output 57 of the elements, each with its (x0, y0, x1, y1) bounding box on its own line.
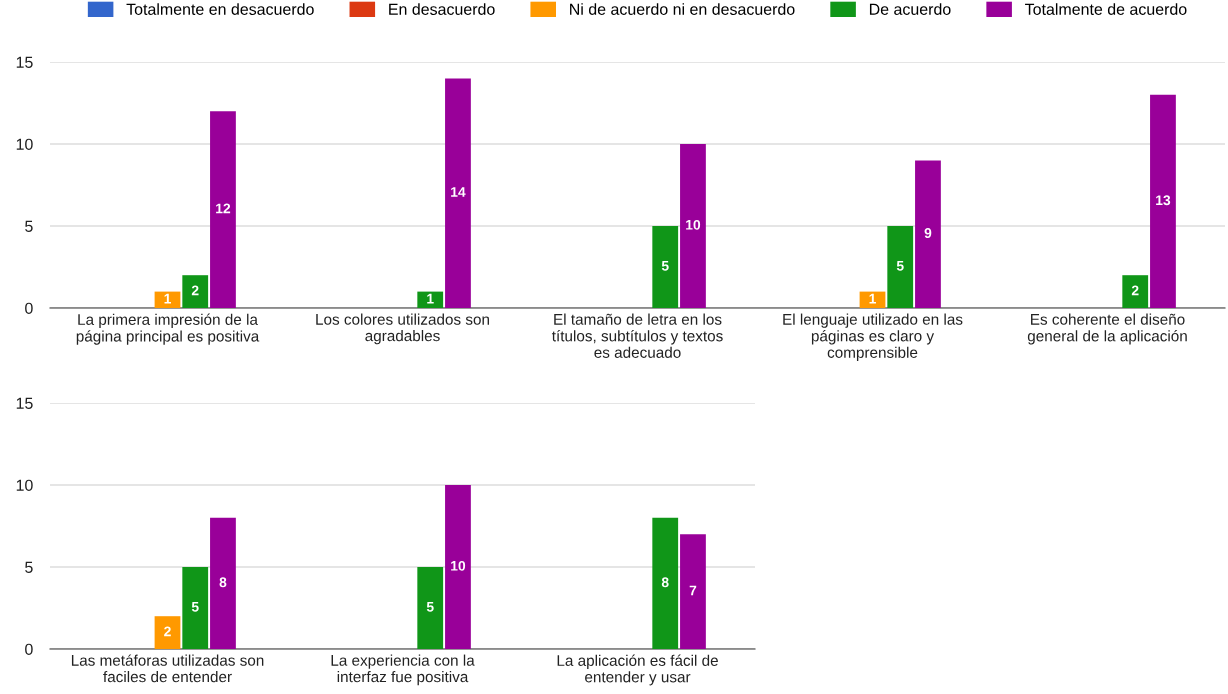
bar (417, 291, 444, 308)
data-label: 8 (219, 577, 227, 588)
data-label: 8 (661, 577, 669, 588)
legend-label: Ni de acuerdo ni en desacuerdo (570, 3, 795, 15)
x-tick-label: La aplicación es fácil de entender y usar (557, 654, 718, 686)
bar (887, 226, 914, 308)
y-tick-label: 10 (16, 479, 33, 491)
legend-label: Totalmente de acuerdo (1025, 3, 1187, 15)
x-tick-label: Es coherente el diseño general de la aplicación (1027, 313, 1187, 345)
bar (182, 567, 209, 649)
legend-label: De acuerdo (869, 3, 951, 15)
bar (915, 160, 941, 308)
data-label: 1 (869, 293, 876, 304)
y-tick-label: 5 (25, 220, 33, 232)
x-tick-label: Los colores utilizados son agradables (316, 313, 489, 345)
x-tick-label: El lenguaje utilizado en las páginas es claro y comprensible (783, 313, 963, 361)
bar (680, 534, 706, 649)
y-tick-label: 15 (16, 397, 33, 409)
legend-label: Totalmente en desacuerdo (126, 3, 314, 15)
y-tick-label: 15 (16, 56, 33, 68)
data-label: 5 (426, 602, 434, 612)
y-tick-label: 5 (25, 561, 33, 573)
data-label: 13 (1156, 195, 1171, 206)
data-label: 5 (191, 602, 199, 612)
y-tick-label: 0 (25, 643, 33, 655)
data-label: 5 (661, 261, 669, 271)
bar (652, 517, 679, 649)
data-label: 2 (164, 626, 171, 637)
bar (154, 616, 181, 649)
data-label: 7 (689, 585, 697, 596)
bar (680, 144, 706, 308)
bar (182, 275, 209, 308)
data-label: 9 (924, 228, 932, 238)
data-label: 1 (164, 293, 171, 304)
bar (1122, 275, 1149, 308)
data-label: 2 (1131, 285, 1139, 296)
bar (210, 111, 236, 308)
data-label: 1 (427, 293, 434, 304)
bar (445, 485, 471, 649)
bar (417, 567, 444, 649)
y-tick-label: 10 (16, 138, 33, 150)
bar (445, 78, 471, 308)
x-tick-label: La experiencia con la interfaz fue positiva (331, 654, 475, 686)
x-tick-label: La primera impresión de la página principal es positiva (76, 313, 260, 345)
bar (652, 226, 679, 308)
data-label: 2 (191, 285, 199, 296)
y-tick-label: 0 (25, 302, 33, 314)
data-label: 10 (686, 219, 701, 230)
data-label: 5 (896, 261, 904, 271)
x-tick-label: Las metáforas utilizadas son faciles de entender (71, 654, 264, 683)
data-label: 10 (451, 560, 466, 571)
legend-label: En desacuerdo (389, 3, 495, 15)
data-label: 12 (216, 203, 231, 214)
bar (1150, 94, 1176, 308)
data-label: 14 (451, 187, 466, 197)
bar (210, 517, 236, 649)
x-tick-label: El tamaño de letra en los títulos, subtítulos y textos es adecuado (551, 313, 723, 358)
